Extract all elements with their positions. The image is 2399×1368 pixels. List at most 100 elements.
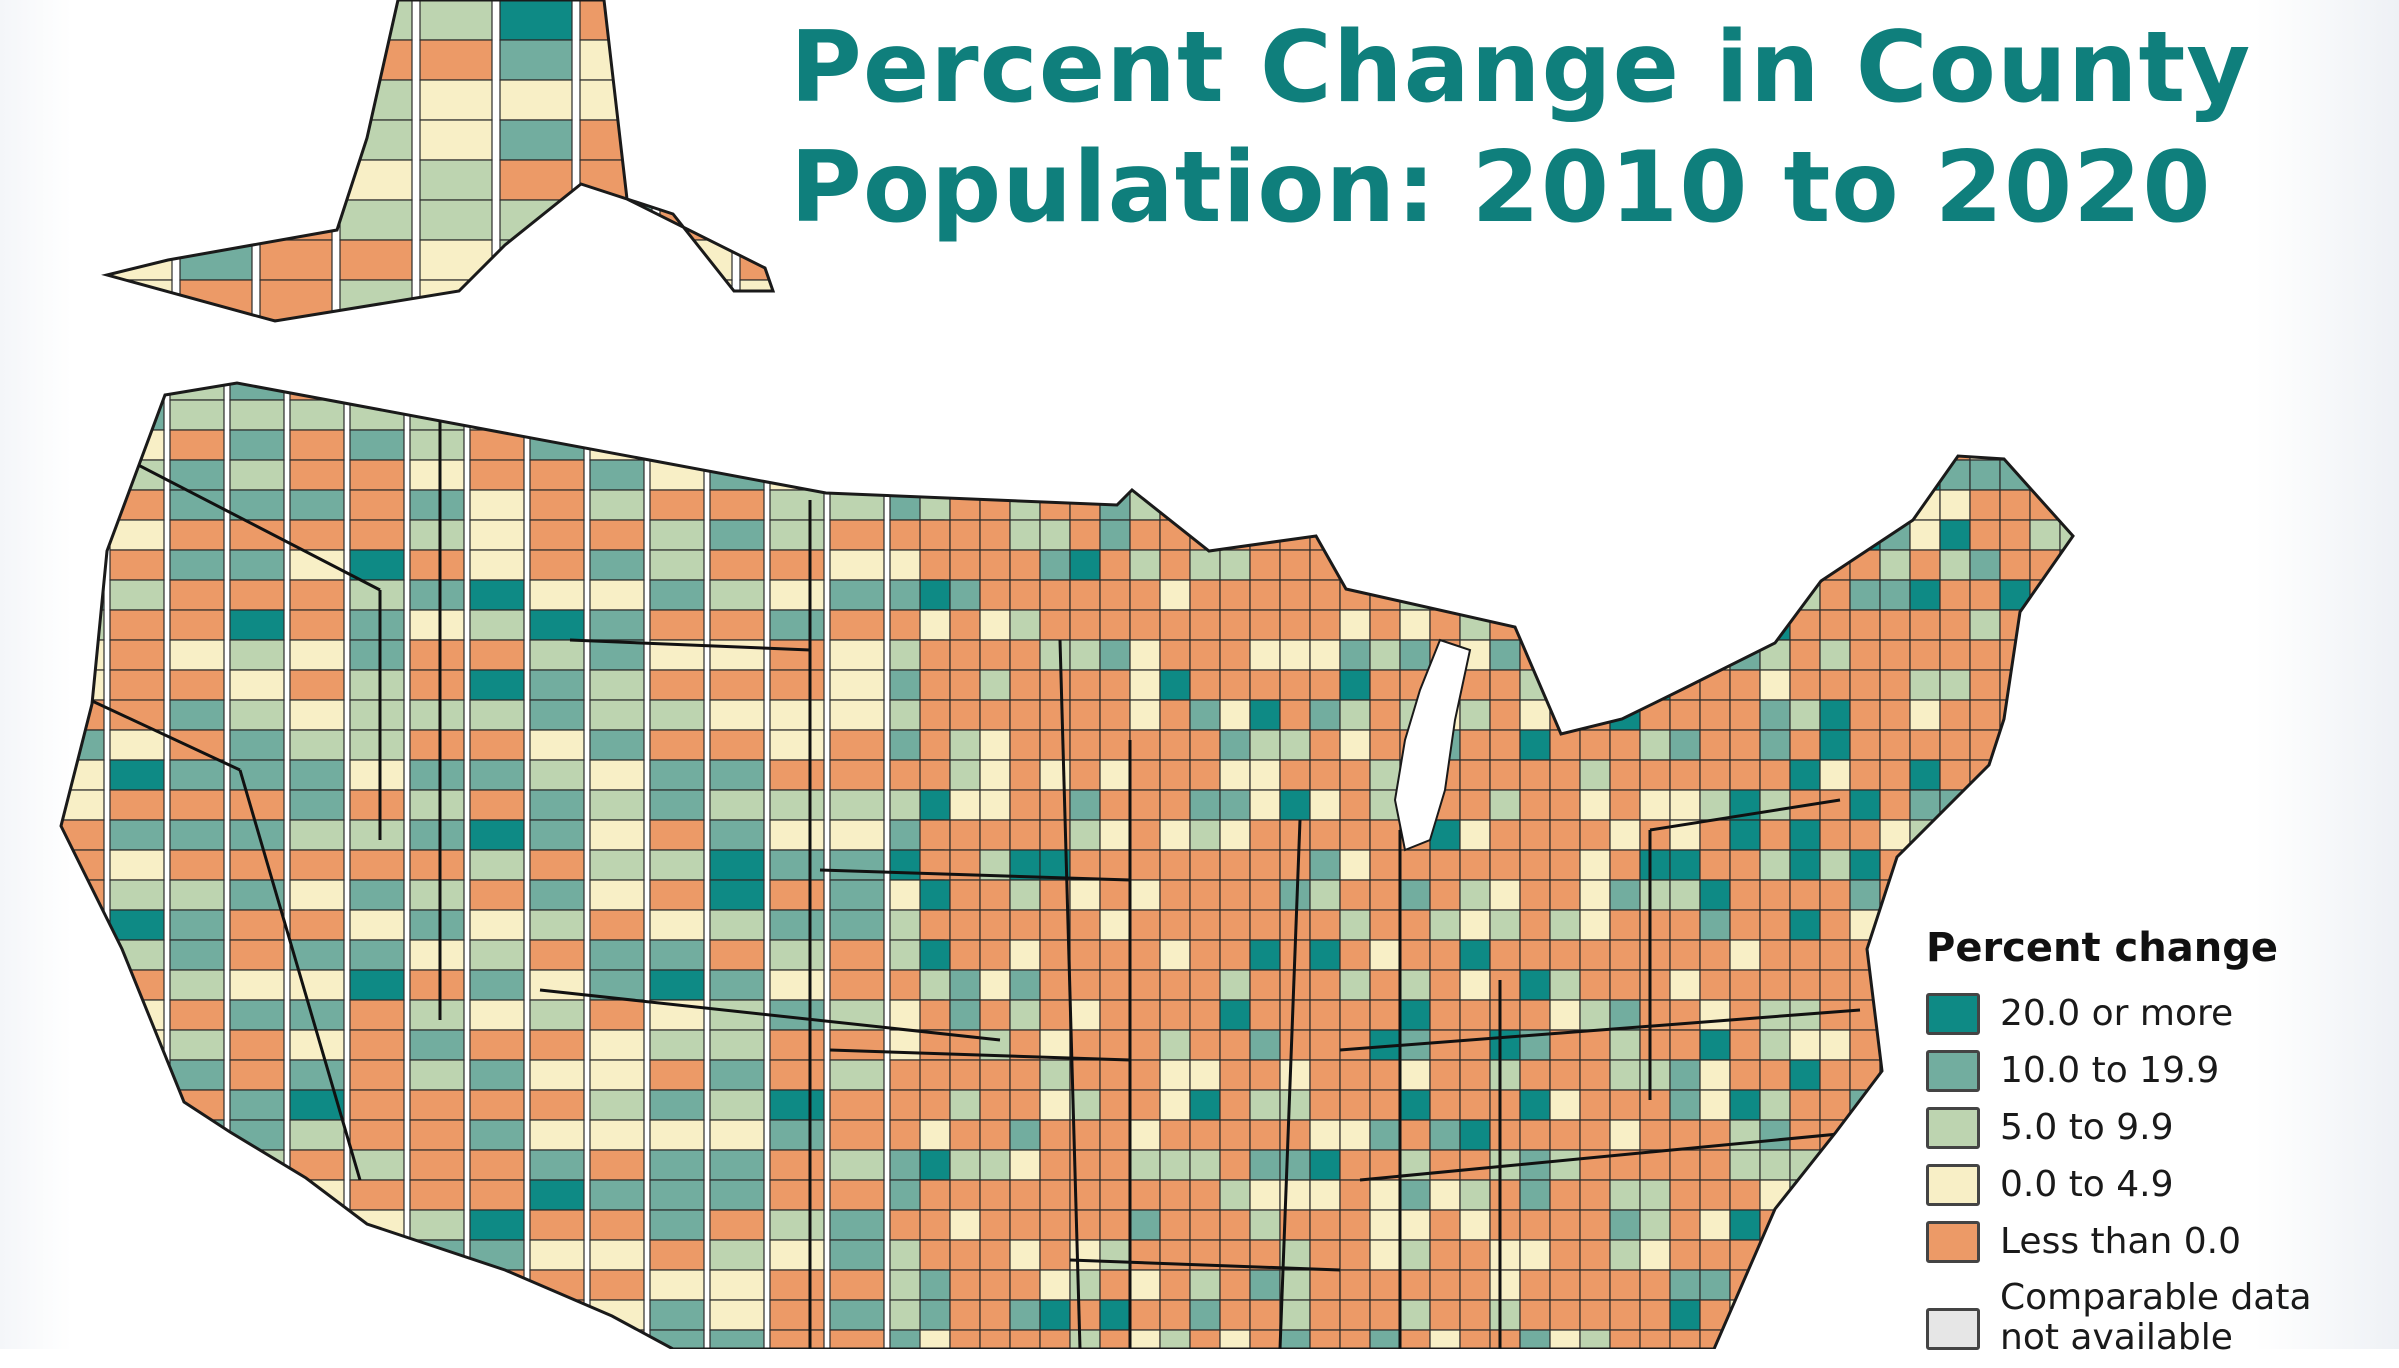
county-cell [1609,609,1641,641]
county-cell [1369,1209,1401,1241]
county-cell [409,549,465,581]
county-cell [1879,1029,1911,1061]
county-cell [169,1029,225,1061]
county-cell [649,1239,705,1271]
county-cell [289,879,345,911]
county-cell [1489,399,1521,431]
county-cell [769,669,825,701]
county-cell [169,1209,225,1241]
county-cell [979,909,1011,941]
county-cell [1609,1269,1641,1301]
legend-swatch [1926,1049,1980,1092]
county-cell [1369,699,1401,731]
county-cell [349,969,405,1001]
county-cell [919,969,951,1001]
county-cell [1279,639,1311,671]
county-cell [409,429,465,461]
county-cell [709,1029,765,1061]
county-cell [1879,1059,1911,1091]
county-cell [1429,1329,1461,1349]
county-cell [1309,789,1341,821]
legend-swatch [1926,1308,1980,1350]
county-cell [1879,579,1911,611]
county-cell [1789,1059,1821,1091]
county-cell [709,1119,765,1151]
county-cell [1639,549,1671,581]
county-cell [649,1149,705,1181]
county-cell [1399,1269,1431,1301]
county-cell [949,759,981,791]
county-cell [1669,429,1701,461]
county-cell [1849,759,1881,791]
county-cell [2029,399,2061,431]
county-cell [1639,1029,1671,1061]
county-cell [1549,999,1581,1031]
county-cell [1159,1269,1191,1301]
legend-label: 10.0 to 19.9 [2000,1049,2220,1091]
county-cell [769,789,825,821]
county-cell [1159,909,1191,941]
county-cell [1549,819,1581,851]
county-cell [649,819,705,851]
county-cell [2029,639,2061,671]
county-cell [1669,1239,1701,1271]
county-cell [1429,969,1461,1001]
county-cell [1459,1269,1491,1301]
county-cell [289,1269,345,1301]
county-cell [1729,1059,1761,1091]
county-cell [919,939,951,971]
county-cell [1519,429,1551,461]
county-cell [1279,999,1311,1031]
county-cell [1879,1239,1911,1271]
county-cell [469,1209,525,1241]
county-cell [419,159,493,201]
county-cell [1489,1329,1521,1349]
county-cell [339,0,413,41]
county-cell [919,879,951,911]
county-cell [1159,1179,1191,1211]
county-cell [1939,383,1971,401]
county-cell [919,699,951,731]
county-cell [529,969,585,1001]
county-cell [1069,519,1101,551]
county-cell [1339,699,1371,731]
county-cell [1009,383,1041,401]
county-cell [1429,1149,1461,1181]
county-cell [1729,1209,1761,1241]
county-cell [1459,1149,1491,1181]
county-cell [1759,1269,1791,1301]
county-cell [1069,1209,1101,1241]
county-cell [229,383,285,401]
county-cell [1099,549,1131,581]
county-cell [1789,1329,1821,1349]
county-cell [1219,383,1251,401]
county-cell [2059,383,2073,401]
county-cell [709,729,765,761]
county-cell [1339,1209,1371,1241]
county-cell [1159,639,1191,671]
county-cell [1579,669,1611,701]
county-cell [1339,969,1371,1001]
county-cell [1789,489,1821,521]
county-cell [349,939,405,971]
county-cell [979,789,1011,821]
county-cell [409,669,465,701]
county-cell [1339,849,1371,881]
county-cell [1429,399,1461,431]
county-cell [1009,969,1041,1001]
county-cell [1489,459,1521,491]
county-cell [1339,819,1371,851]
county-cell [1549,909,1581,941]
county-cell [289,789,345,821]
county-cell [1279,1149,1311,1181]
county-cell [1609,909,1641,941]
county-cell [469,639,525,671]
county-cell [979,429,1011,461]
county-cell [107,279,173,321]
county-cell [169,549,225,581]
county-cell [1369,729,1401,761]
county-cell [1879,759,1911,791]
county-cell [1879,969,1911,1001]
county-cell [109,849,165,881]
county-cell [1969,399,2001,431]
